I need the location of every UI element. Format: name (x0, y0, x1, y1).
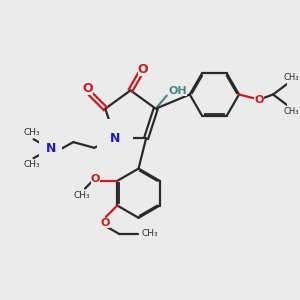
Text: O: O (91, 174, 100, 184)
Text: CH₃: CH₃ (74, 190, 91, 200)
Text: N: N (45, 142, 56, 155)
Text: O: O (137, 63, 148, 76)
Text: N: N (110, 132, 120, 145)
Text: O: O (82, 82, 93, 95)
Text: CH₃: CH₃ (283, 107, 299, 116)
Text: CH₃: CH₃ (141, 230, 158, 238)
Text: O: O (254, 95, 264, 105)
Text: CH₃: CH₃ (23, 128, 40, 137)
Text: CH₃: CH₃ (283, 73, 299, 82)
Text: CH₃: CH₃ (23, 160, 40, 169)
Text: O: O (100, 218, 110, 227)
Text: OH: OH (169, 86, 187, 96)
